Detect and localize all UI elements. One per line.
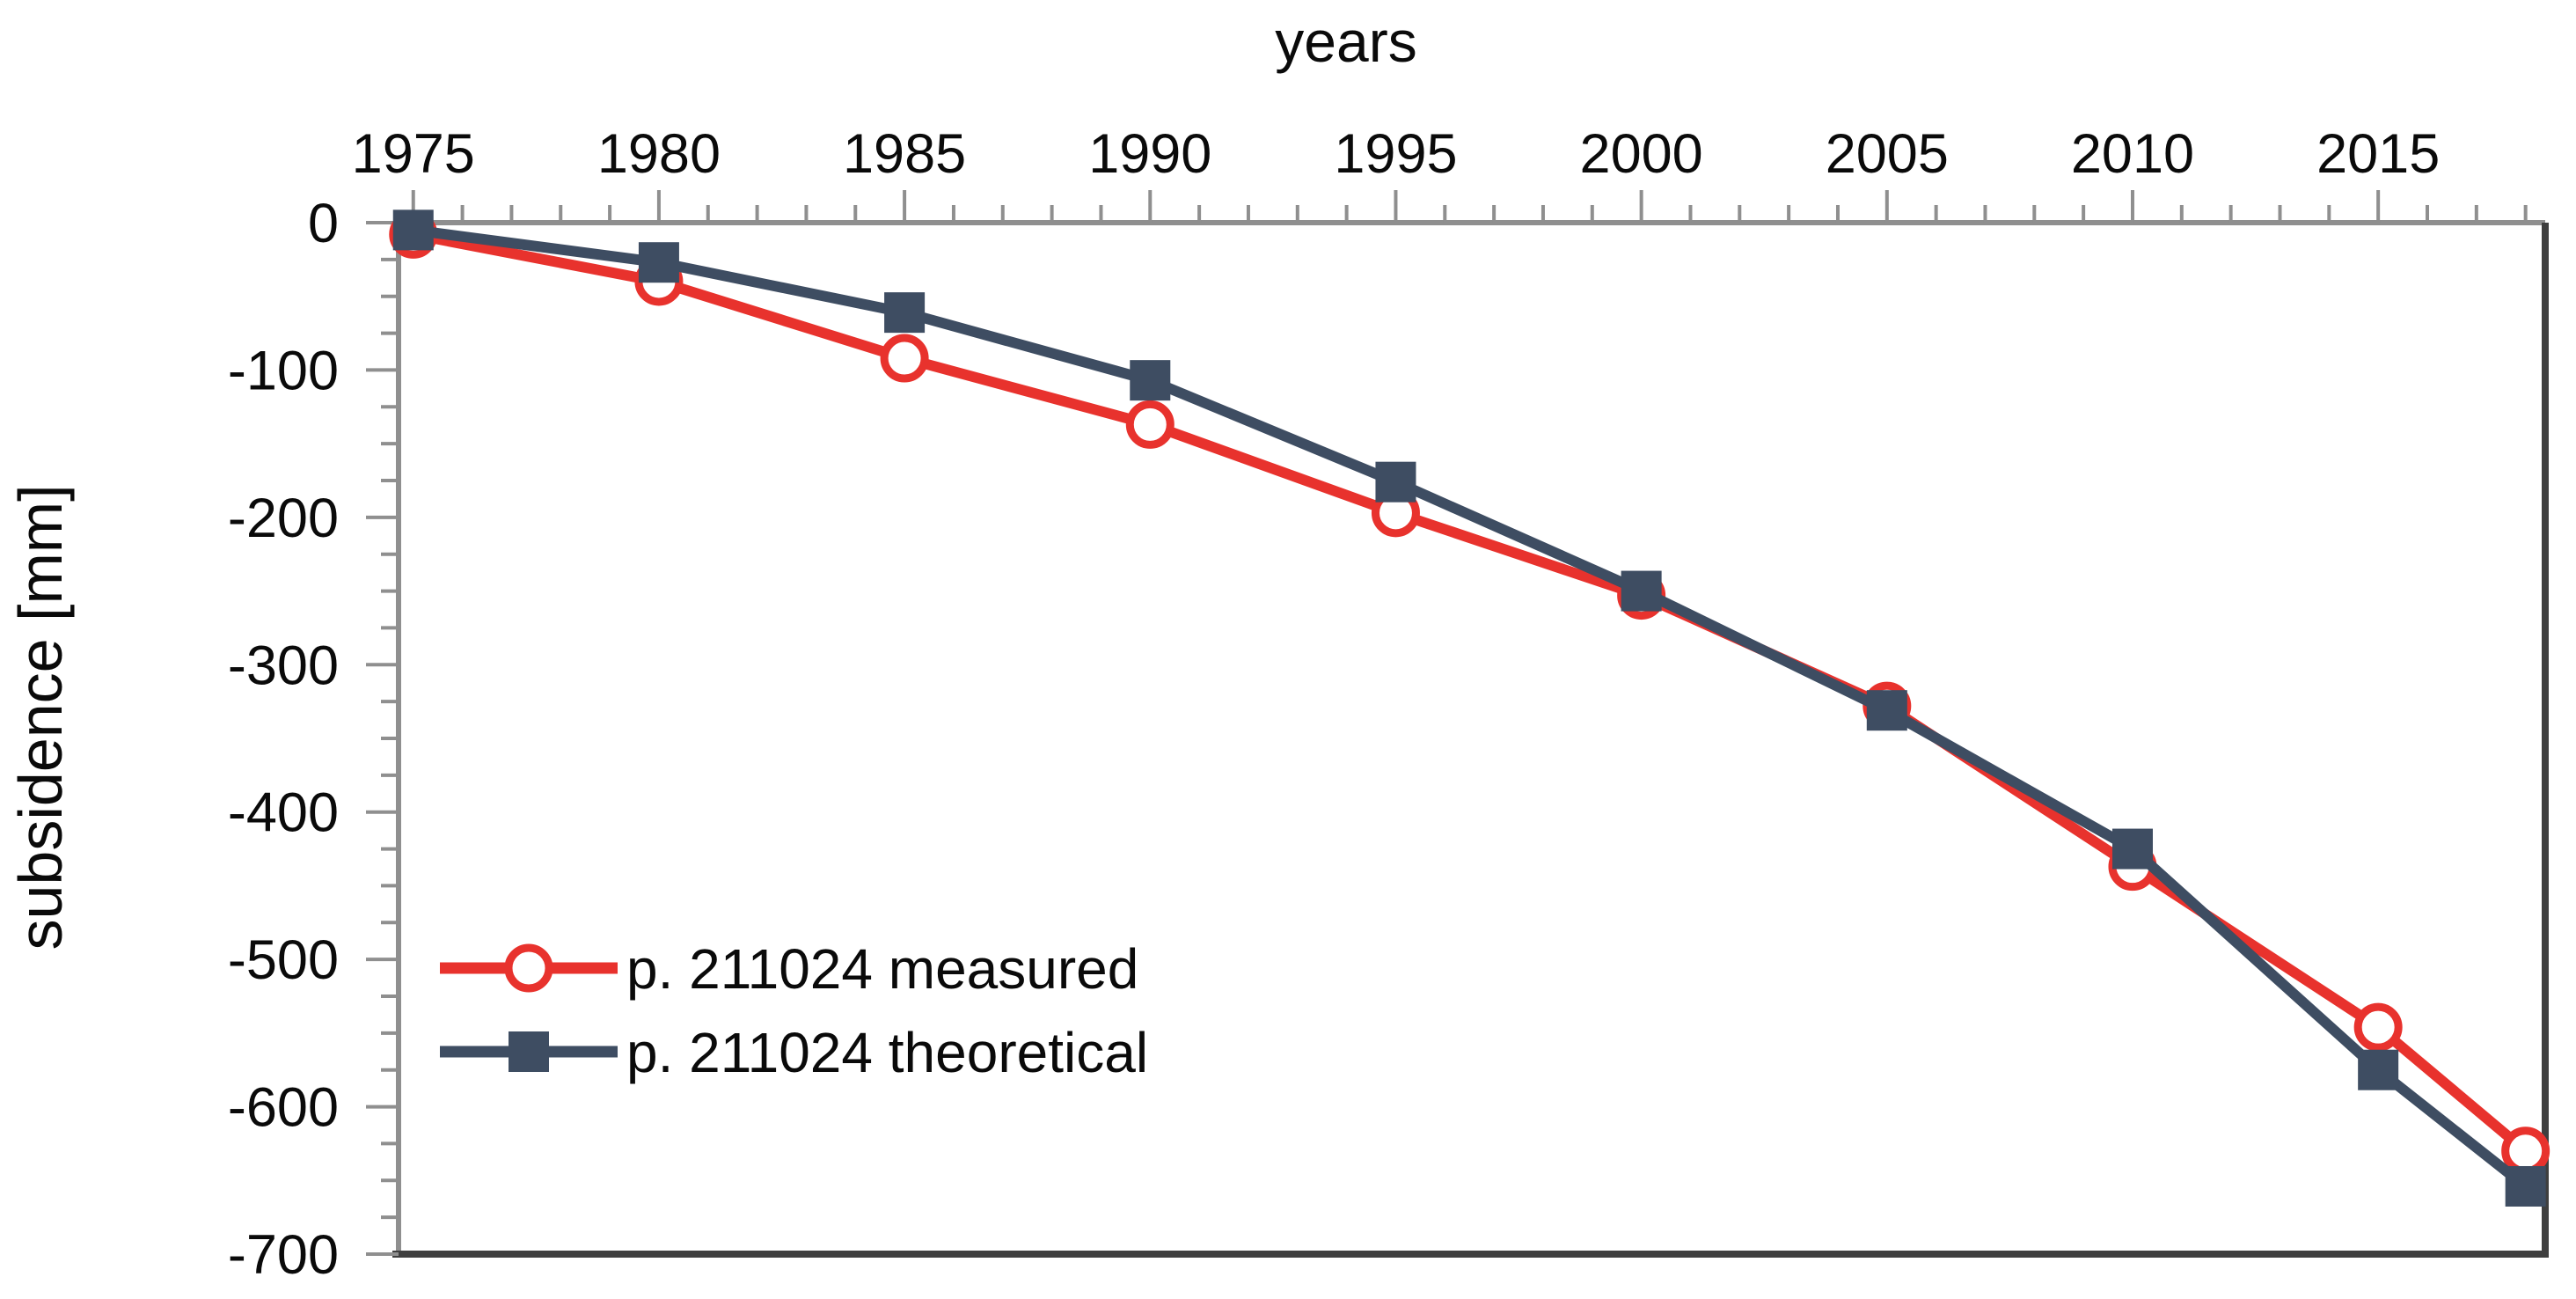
y-tick-label: -600: [228, 1077, 339, 1139]
marker-theoretical-square: [884, 292, 926, 334]
y-axis-title: subsidence [mm]: [6, 484, 75, 950]
marker-theoretical-square: [2358, 1049, 2399, 1090]
legend-label-theoretical: p. 211024 theoretical: [626, 1021, 1148, 1084]
x-axis-title: years: [1275, 9, 1416, 74]
y-tick-label: -200: [228, 488, 339, 549]
axes: 1975 1980 1985 1990 1995 2000 2005 2010 2015 0 -10…: [228, 123, 2549, 1286]
marker-measured-circle: [1125, 400, 1175, 449]
x-tick-label: 2015: [2316, 123, 2440, 185]
y-tick-label: -500: [228, 929, 339, 991]
legend-marker-square: [509, 1031, 549, 1072]
legend-marker-circle: [504, 943, 553, 993]
x-tick-label: 2000: [1580, 123, 1703, 185]
marker-theoretical-square: [1375, 461, 1416, 503]
marker-theoretical-square: [2505, 1165, 2546, 1207]
legend-label-measured: p. 211024 measured: [626, 937, 1138, 1001]
x-tick-label: 1990: [1088, 123, 1211, 185]
marker-theoretical-square: [1621, 570, 1662, 612]
marker-theoretical-square: [2111, 828, 2153, 870]
y-tick-label: -100: [228, 340, 339, 401]
legend-swatches: [440, 943, 618, 1072]
y-tick-label: -700: [228, 1224, 339, 1286]
marker-measured-circle: [2501, 1127, 2550, 1176]
y-tick-label: -300: [228, 635, 339, 696]
x-tick-label: 2005: [1826, 123, 1949, 185]
marker-theoretical-square: [638, 242, 679, 283]
x-tick-label: 1985: [843, 123, 966, 185]
plot-area: [389, 209, 2550, 1207]
marker-theoretical-square: [1866, 690, 1907, 731]
marker-theoretical-square: [392, 209, 434, 251]
y-tick-label: 0: [308, 193, 339, 254]
series-line-theoretical: [412, 224, 2529, 1191]
x-tick-label: 2010: [2071, 123, 2194, 185]
series-line-measured: [412, 229, 2529, 1156]
marker-measured-circle: [880, 334, 929, 383]
x-tick-label: 1980: [597, 123, 721, 185]
y-tick-label: -400: [228, 782, 339, 844]
x-tick-label: 1975: [352, 123, 475, 185]
marker-measured-circle: [2353, 1002, 2403, 1052]
marker-theoretical-square: [1130, 360, 1171, 401]
legend: p. 211024 measured p. 211024 theoretical: [440, 937, 1148, 1084]
x-tick-label: 1995: [1334, 123, 1457, 185]
